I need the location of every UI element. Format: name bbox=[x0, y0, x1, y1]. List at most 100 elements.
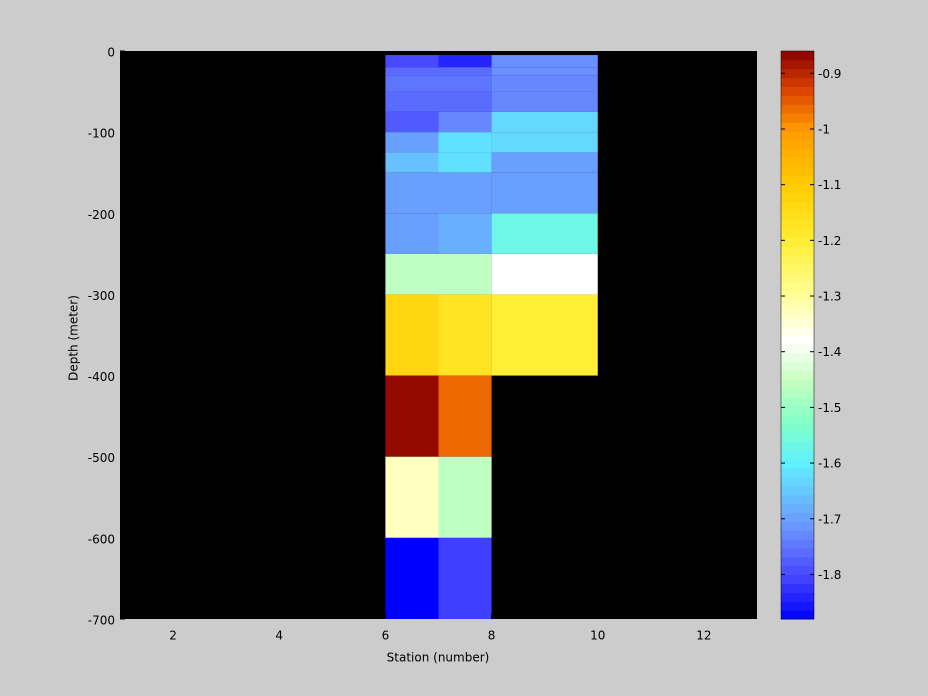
colorbar-band bbox=[781, 264, 814, 274]
colorbar-band bbox=[781, 397, 814, 407]
colorbar-band bbox=[781, 352, 814, 363]
colorbar-band bbox=[781, 139, 814, 150]
heatmap-cell bbox=[438, 152, 492, 173]
colorbar-band bbox=[781, 326, 814, 336]
colorbar-band bbox=[781, 51, 814, 61]
heatmap-cell bbox=[385, 213, 439, 254]
y-tick-label: -400 bbox=[88, 370, 115, 384]
colorbar-band bbox=[781, 556, 814, 567]
colorbar-band bbox=[781, 441, 814, 451]
x-axis-label: Station (number) bbox=[387, 651, 490, 665]
heatmap-cell bbox=[385, 111, 439, 133]
colorbar-band bbox=[781, 201, 814, 212]
colorbar-band bbox=[781, 104, 814, 114]
colorbar-band bbox=[781, 592, 814, 602]
colorbar-tick-label: -1.4 bbox=[818, 345, 841, 359]
colorbar-band bbox=[781, 148, 814, 158]
heatmap-cell bbox=[438, 294, 492, 376]
colorbar-band bbox=[781, 122, 814, 132]
heatmap-cell bbox=[491, 55, 598, 68]
heatmap-cell bbox=[385, 75, 439, 92]
colorbar-band bbox=[781, 210, 814, 221]
heatmap-cell bbox=[385, 253, 439, 295]
colorbar-band bbox=[781, 335, 814, 345]
colorbar-band bbox=[781, 130, 814, 141]
colorbar-tick-label: -1.7 bbox=[818, 512, 841, 526]
colorbar-tick-label: -0.9 bbox=[818, 67, 841, 81]
colorbar-band bbox=[781, 86, 814, 96]
y-tick-label: 0 bbox=[107, 46, 115, 60]
heatmap-cell bbox=[491, 132, 598, 153]
colorbar-band bbox=[781, 583, 814, 593]
heatmap-cell bbox=[438, 213, 492, 254]
heatmap-cell bbox=[438, 537, 492, 619]
heatmap-cell bbox=[491, 172, 598, 214]
x-tick-label: 4 bbox=[275, 629, 283, 643]
colorbar-band bbox=[781, 361, 814, 371]
colorbar-tick-label: -1.6 bbox=[818, 457, 841, 471]
heatmap-cell bbox=[438, 55, 492, 68]
colorbar-tick-label: -1.8 bbox=[818, 568, 841, 582]
colorbar-band bbox=[781, 308, 814, 318]
colorbar-band bbox=[781, 59, 814, 70]
heatmap-cell bbox=[438, 456, 492, 538]
colorbar-band bbox=[781, 548, 814, 558]
heatmap-cell bbox=[438, 91, 492, 112]
heatmap-cell bbox=[438, 172, 492, 214]
colorbar-band bbox=[781, 601, 814, 611]
y-tick-label: -300 bbox=[88, 289, 115, 303]
heatmap-cell bbox=[491, 253, 598, 295]
colorbar-tick-label: -1 bbox=[818, 122, 830, 136]
heatmap-cell bbox=[385, 375, 439, 457]
colorbar-band bbox=[781, 166, 814, 176]
heatmap-cell bbox=[491, 75, 598, 92]
y-tick-label: -500 bbox=[88, 451, 115, 465]
heatmap-cell bbox=[385, 152, 439, 173]
heatmap-cell bbox=[491, 91, 598, 112]
heatmap-cell bbox=[491, 67, 598, 76]
colorbar-band bbox=[781, 299, 814, 309]
colorbar-band bbox=[781, 175, 814, 185]
heatmap-cell bbox=[438, 111, 492, 133]
colorbar-band bbox=[781, 574, 814, 584]
colorbar-tick-label: -1.1 bbox=[818, 178, 841, 192]
colorbar-band bbox=[781, 610, 814, 620]
colorbar-band bbox=[781, 95, 814, 105]
colorbar-band bbox=[781, 530, 814, 540]
colorbar-band bbox=[781, 290, 814, 300]
colorbar-band bbox=[781, 494, 814, 505]
colorbar-tick-label: -1.5 bbox=[818, 401, 841, 415]
heatmap-cell bbox=[491, 111, 598, 133]
heatmap-cell bbox=[385, 132, 439, 153]
colorbar-band bbox=[781, 459, 814, 469]
colorbar-band bbox=[781, 343, 814, 354]
colorbar-band bbox=[781, 113, 814, 123]
colorbar-band bbox=[781, 477, 814, 487]
heatmap-cell bbox=[385, 67, 439, 76]
heatmap-cell bbox=[491, 213, 598, 254]
colorbar-band bbox=[781, 450, 814, 460]
colorbar-band bbox=[781, 512, 814, 522]
colorbar-band bbox=[781, 157, 814, 167]
x-tick-label: 10 bbox=[590, 629, 605, 643]
colorbar-band bbox=[781, 193, 814, 203]
colorbar-band bbox=[781, 246, 814, 256]
heatmap-cell bbox=[385, 172, 439, 214]
x-tick-label: 6 bbox=[382, 629, 390, 643]
colorbar-band bbox=[781, 406, 814, 416]
colorbar-band bbox=[781, 228, 814, 238]
heatmap-cell bbox=[438, 75, 492, 92]
heatmap-cell bbox=[438, 375, 492, 457]
y-tick-label: -600 bbox=[88, 532, 115, 546]
y-tick-label: -700 bbox=[88, 614, 115, 628]
heatmap-cell bbox=[438, 67, 492, 76]
colorbar-band bbox=[781, 521, 814, 531]
colorbar-frame bbox=[780, 50, 815, 620]
heatmap-cell bbox=[385, 55, 439, 68]
colorbar-band bbox=[781, 272, 814, 283]
heatmap-cell bbox=[438, 132, 492, 153]
colorbar-band bbox=[781, 317, 814, 327]
colorbar-band bbox=[781, 77, 814, 87]
heatmap-cell bbox=[385, 91, 439, 112]
